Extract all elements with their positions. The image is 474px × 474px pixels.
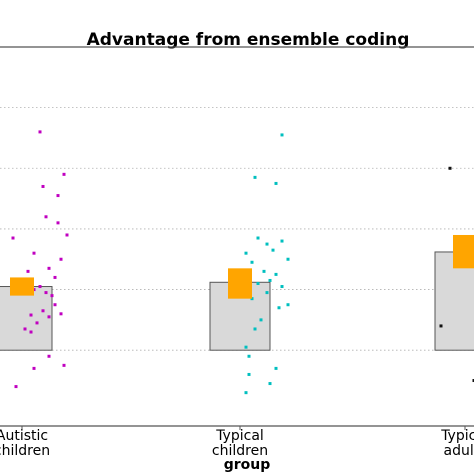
data-point (250, 260, 254, 264)
data-point (256, 281, 260, 285)
data-point (53, 275, 57, 279)
data-point (280, 239, 284, 243)
data-point (259, 318, 263, 322)
data-point (53, 303, 57, 307)
x-tick-label: Typical (440, 428, 474, 444)
data-point (274, 366, 278, 370)
x-tick-label: adults (443, 443, 474, 459)
data-point (472, 379, 474, 383)
data-point (32, 366, 36, 370)
data-point (286, 257, 290, 261)
data-point (62, 172, 66, 176)
ci-box (10, 277, 34, 296)
data-point (262, 269, 266, 273)
data-point (38, 285, 42, 289)
data-point (277, 306, 281, 310)
data-point (244, 391, 248, 395)
data-point (41, 309, 45, 313)
data-point (44, 291, 48, 295)
data-point (23, 327, 27, 331)
data-point (50, 294, 54, 298)
data-point (247, 372, 251, 376)
data-point (56, 194, 60, 198)
data-point (439, 324, 443, 328)
data-point (41, 184, 45, 188)
data-point (256, 236, 260, 240)
x-axis-label: group (224, 457, 271, 473)
bar-layer (0, 251, 474, 351)
data-point (244, 345, 248, 349)
data-point (47, 315, 51, 319)
chart-title: Advantage from ensemble coding (87, 30, 410, 50)
data-point (14, 385, 18, 389)
x-tick-label: Typical (215, 428, 264, 444)
data-point (65, 233, 69, 237)
data-point (280, 133, 284, 137)
data-point (38, 130, 42, 134)
data-point (268, 278, 272, 282)
data-point (286, 303, 290, 307)
data-point (29, 313, 33, 317)
data-point (253, 175, 257, 179)
x-tick-layer: AutisticchildrenTypicalchildrenTypicalad… (0, 426, 474, 459)
data-point (32, 251, 36, 255)
data-point (59, 312, 63, 316)
x-tick-label: Autistic (0, 428, 48, 444)
data-point (59, 257, 63, 261)
data-point (274, 272, 278, 276)
data-point (44, 215, 48, 219)
point-layer (11, 130, 474, 395)
data-point (47, 354, 51, 358)
ci-layer (10, 234, 474, 299)
data-point (244, 251, 248, 255)
data-point (56, 221, 60, 225)
data-point (29, 330, 33, 334)
data-point (11, 236, 15, 240)
data-point (47, 266, 51, 270)
bar (0, 286, 53, 351)
ci-box (453, 234, 474, 269)
data-point (247, 354, 251, 358)
data-point (62, 363, 66, 367)
data-point (448, 166, 452, 170)
data-point (253, 327, 257, 331)
data-point (271, 248, 275, 252)
data-point (26, 269, 30, 273)
data-point (274, 181, 278, 185)
data-point (35, 321, 39, 325)
data-point (268, 382, 272, 386)
x-tick-label: children (0, 443, 50, 459)
x-tick-label: children (212, 443, 268, 459)
data-point (265, 291, 269, 295)
data-point (265, 242, 269, 246)
data-point (280, 285, 284, 289)
ci-box (228, 268, 252, 299)
